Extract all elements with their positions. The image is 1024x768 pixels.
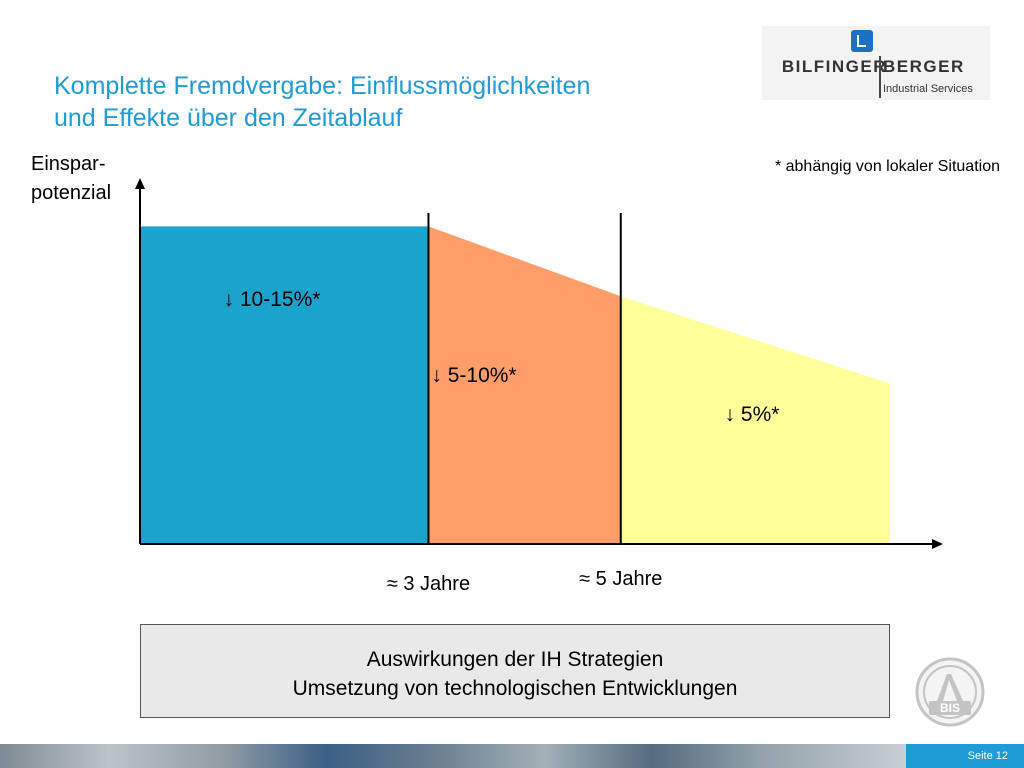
area-segment-1: [140, 226, 429, 544]
segment-label-2: ↓ 5-10%*: [431, 364, 516, 387]
strategy-box-line-1: Auswirkungen der IH Strategien: [366, 648, 664, 671]
page-number: Seite 12: [906, 744, 1024, 768]
logo-brand-right: BERGER: [883, 57, 965, 76]
segment-label-1: ↓ 10-15%*: [224, 288, 321, 311]
time-marker-label-2: ≈ 5 Jahre: [579, 568, 662, 590]
logo-brand-left: BILFINGER: [781, 57, 887, 76]
footer-photo-strip: [0, 744, 906, 768]
y-axis-label-line-2: potenzial: [31, 182, 112, 204]
company-logo: BILFINGER BERGER Industrial Services: [762, 26, 990, 100]
seal-text: BIS: [940, 701, 960, 715]
chart-footnote: * abhängig von lokaler Situation: [774, 158, 1000, 175]
logo-mark-icon: [851, 30, 873, 52]
strategy-box: Auswirkungen der IH Strategien Umsetzung…: [140, 624, 890, 718]
bis-seal-logo: BIS: [915, 657, 985, 727]
time-marker-label-1: ≈ 3 Jahre: [387, 573, 470, 595]
y-axis-arrow: [135, 178, 145, 189]
area-segment-3: [620, 296, 890, 544]
title-line-2: und Effekte über den Zeitablauf: [54, 104, 403, 132]
logo-divider: [879, 56, 881, 98]
segment-label-3: ↓ 5%*: [725, 403, 780, 426]
page-title: Komplette Fremdvergabe: Einflussmöglichk…: [54, 70, 734, 134]
logo-subtitle: Industrial Services: [883, 83, 973, 95]
x-axis-arrow: [932, 539, 943, 549]
area-segment-2: [428, 226, 621, 544]
strategy-box-line-2: Umsetzung von technologischen Entwicklun…: [292, 677, 738, 700]
title-line-1: Komplette Fremdvergabe: Einflussmöglichk…: [54, 72, 591, 100]
y-axis-label-line-1: Einspar-: [31, 153, 106, 175]
y-axis-label: Einspar- potenzial: [31, 150, 141, 208]
